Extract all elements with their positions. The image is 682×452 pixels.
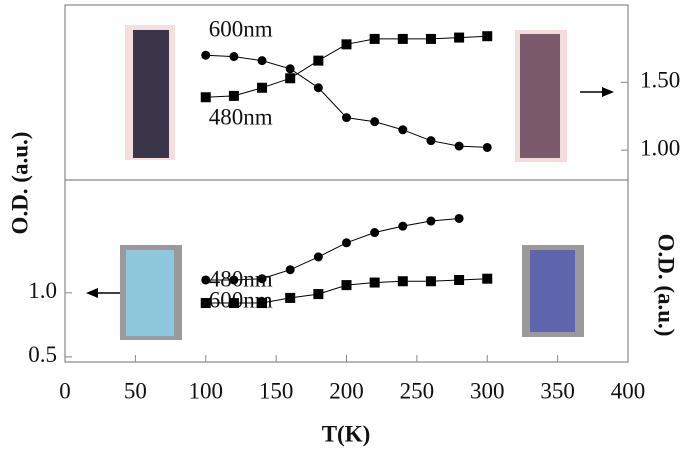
marker (314, 83, 323, 92)
marker (455, 142, 464, 151)
marker (455, 214, 464, 223)
x-tick-label: 100 (189, 378, 224, 403)
series-line (206, 55, 488, 147)
page: O.D. (a.u.) O.D. (a.u.) T(K) 1.501.00600… (0, 0, 682, 452)
x-tick-label: 350 (540, 378, 575, 403)
marker (426, 217, 435, 226)
arrow-head (86, 288, 98, 298)
marker (201, 298, 211, 308)
marker (426, 34, 436, 44)
marker (258, 56, 267, 65)
x-tick-label: 200 (329, 378, 364, 403)
x-tick-label: 50 (124, 378, 147, 403)
photo (126, 250, 174, 336)
marker (314, 252, 323, 261)
series-label: 600nm (209, 16, 273, 41)
series-label: 480nm (209, 266, 273, 291)
x-tick-label: 300 (470, 378, 505, 403)
x-axis-label: T(K) (322, 421, 371, 446)
marker (229, 91, 239, 101)
marker (426, 136, 435, 145)
marker (370, 228, 379, 237)
marker (313, 289, 323, 299)
marker (398, 276, 408, 286)
x-tick-label: 400 (611, 378, 646, 403)
marker (229, 52, 238, 61)
x-tick-label: 0 (59, 378, 71, 403)
marker (286, 265, 295, 274)
marker (454, 275, 464, 285)
marker (342, 39, 352, 49)
marker (313, 56, 323, 66)
y2-axis-label: O.D. (a.u.) (654, 234, 679, 337)
photo (133, 30, 169, 158)
marker (454, 33, 464, 43)
y2-tick-label: 1.50 (640, 68, 680, 93)
chart: O.D. (a.u.) O.D. (a.u.) T(K) 1.501.00600… (0, 0, 682, 452)
marker (342, 280, 352, 290)
marker (398, 222, 407, 231)
photo (530, 250, 575, 332)
marker (370, 117, 379, 126)
marker (257, 298, 267, 308)
marker (229, 298, 239, 308)
y-tick-label: 0.5 (28, 342, 57, 367)
marker (342, 238, 351, 247)
marker (201, 92, 211, 102)
marker (257, 83, 267, 93)
marker (398, 125, 407, 134)
y-tick-label: 1.0 (28, 278, 57, 303)
marker (342, 113, 351, 122)
marker (286, 64, 295, 73)
marker (426, 276, 436, 286)
photo (520, 34, 560, 158)
marker (482, 274, 492, 284)
y2-tick-label: 1.00 (640, 135, 680, 160)
x-tick-label: 250 (400, 378, 435, 403)
marker (370, 278, 380, 288)
marker (370, 34, 380, 44)
marker (482, 31, 492, 41)
series-label: 480nm (209, 105, 273, 130)
x-tick-label: 150 (259, 378, 294, 403)
y-axis-label: O.D. (a.u.) (7, 132, 32, 235)
marker (201, 51, 210, 60)
marker (285, 73, 295, 83)
arrow-head (602, 87, 614, 97)
marker (285, 293, 295, 303)
marker (483, 143, 492, 152)
marker (398, 34, 408, 44)
